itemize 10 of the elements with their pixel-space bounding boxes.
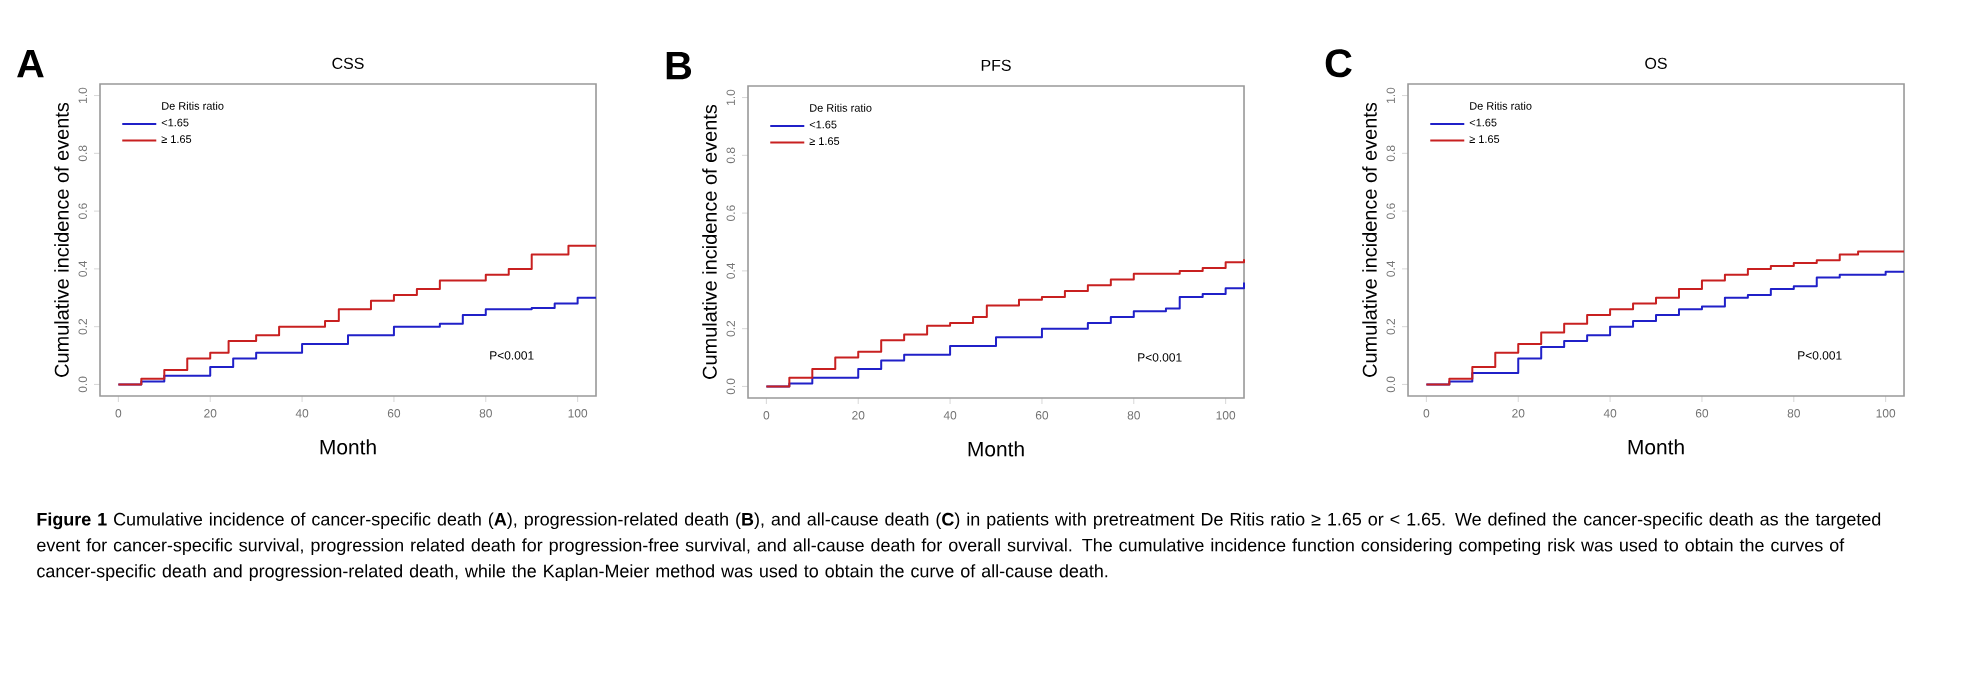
x-axis-title: Month bbox=[320, 439, 376, 455]
text: A bbox=[17, 49, 44, 78]
text: B bbox=[666, 51, 692, 80]
text: C bbox=[1325, 49, 1352, 78]
y-axis-title: Cumulative incidence of events bbox=[1362, 102, 1377, 377]
y-axis-title: Cumulative incidence of events bbox=[702, 104, 717, 379]
y-axis-title: Cumulative incidence of events bbox=[54, 102, 69, 377]
x-axis-title: Month bbox=[1628, 439, 1684, 455]
x-axis-title: Month bbox=[968, 441, 1024, 457]
text: Figure 1 Cumulative incidence of cancer-specific death (A), progression-related death (B), and all-cause death (C) in patients with pretreatment De Ritis ratio ≥ 1.65 or < 1.65. We defined the cancer-specific death as the targeted event for cancer-specific survival, progression related death for progression-free survival, and all-cause death for overall survival. The cumulative incidence function considering competing risk was used to obtain the curves of cancer-specific death and progression-related death, while the Kaplan-Meier method was used to obtain the curve of all-cause death. bbox=[37, 512, 1881, 581]
